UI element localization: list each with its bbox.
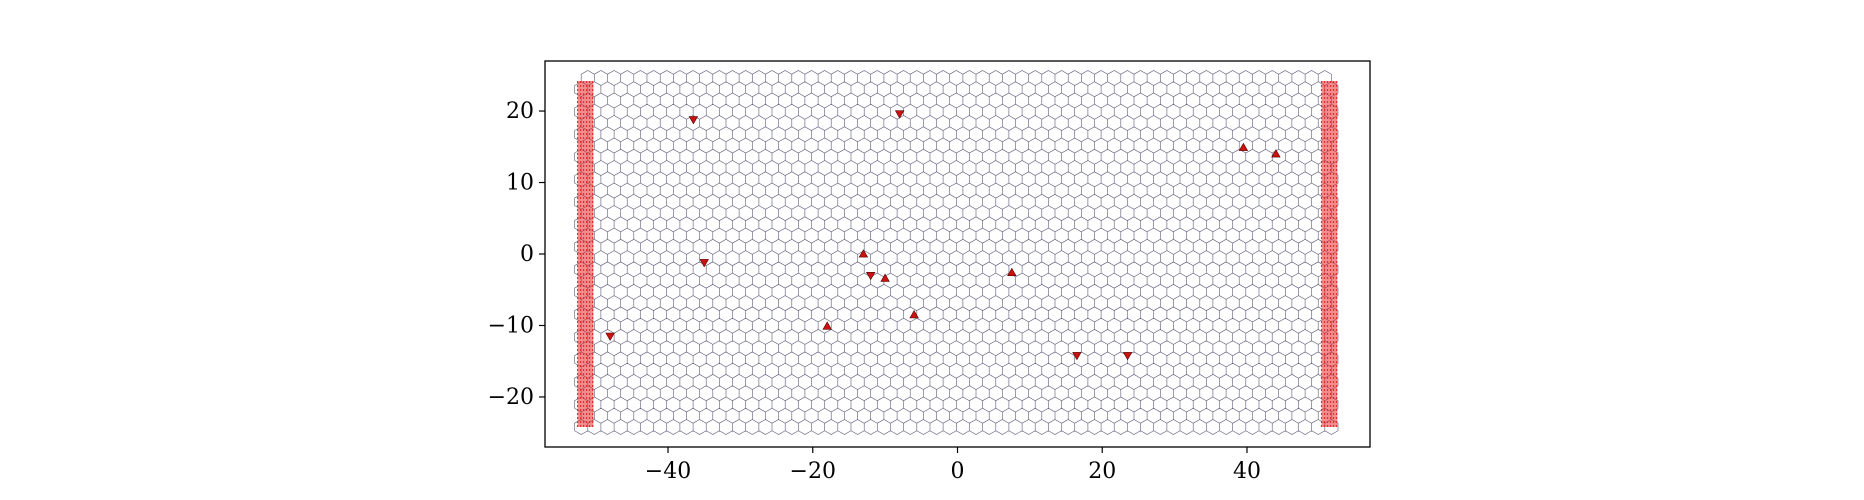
triangle-down-marker [1072,352,1082,361]
y-tick-label: 10 [506,171,534,196]
axes-frame [544,60,1371,448]
triangle-up-marker [1007,267,1017,277]
y-tick-label: −20 [488,385,534,410]
triangle-down-marker [894,110,905,119]
left-lead [577,81,594,427]
honeycomb-lattice [574,70,1339,435]
triangle-down-marker [1122,352,1133,361]
data-markers [605,110,1281,361]
triangle-up-marker [858,249,869,258]
triangle-up-marker [909,309,919,319]
triangle-down-marker [699,259,709,268]
x-tick-label: −20 [790,459,836,484]
plot-area [574,70,1339,435]
x-tick-label: −40 [645,459,691,484]
x-tick-label: 20 [1088,459,1116,484]
x-tick-label: 0 [951,459,965,484]
y-tick-label: −10 [488,313,534,338]
triangle-up-marker [822,321,832,330]
lattice-bonds [574,70,1339,435]
triangle-up-marker [880,273,890,282]
triangle-down-marker [688,116,699,125]
right-lead [1321,81,1338,427]
x-axis-ticks: −40 −20 0 20 40 [645,447,1261,484]
y-axis-ticks: −20 −10 0 10 20 [488,99,545,410]
lead-regions [576,81,1338,427]
triangle-down-marker [865,271,876,281]
x-tick-label: 40 [1233,459,1261,484]
y-tick-label: 20 [506,99,534,124]
y-tick-label: 0 [520,242,534,267]
triangle-down-marker [605,332,615,342]
triangle-up-marker [1271,149,1281,158]
triangle-up-marker [1238,142,1249,151]
